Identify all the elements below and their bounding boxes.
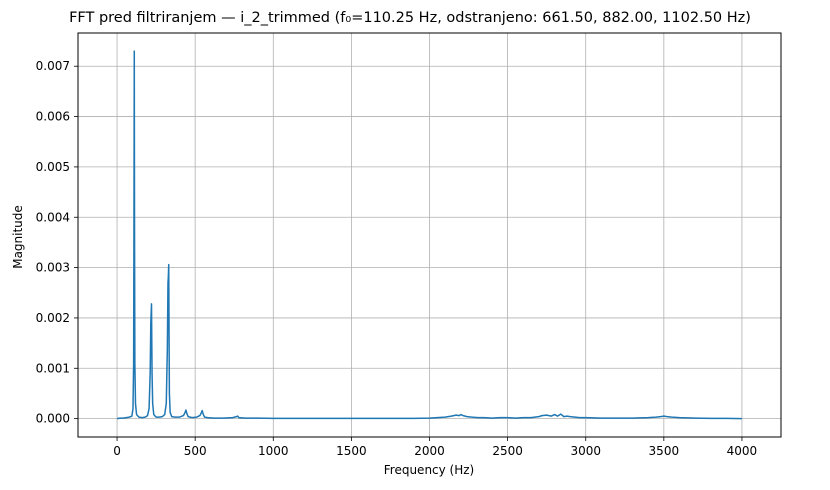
- y-tick-label: 0.007: [36, 59, 70, 73]
- y-tick-label: 0.000: [36, 412, 70, 426]
- chart-title: FFT pred filtriranjem — i_2_trimmed (f₀=…: [69, 10, 751, 26]
- y-tick-label: 0.006: [36, 110, 70, 124]
- x-axis-label: Frequency (Hz): [384, 463, 475, 477]
- y-axis-label: Magnitude: [11, 205, 25, 269]
- x-tick-label: 3000: [570, 444, 601, 458]
- x-tick-label: 0: [113, 444, 121, 458]
- y-tick-label: 0.001: [36, 361, 70, 375]
- x-axis: 0 500 1000 1500 2000 2500 3000 3500 4000: [113, 437, 757, 458]
- x-tick-label: 2000: [414, 444, 445, 458]
- x-tick-label: 500: [184, 444, 207, 458]
- plot-area: [116, 50, 742, 420]
- x-tick-label: 1500: [336, 444, 367, 458]
- y-axis: 0.000 0.001 0.002 0.003 0.004 0.005 0.006 0.007: [36, 59, 78, 426]
- x-tick-label: 4000: [727, 444, 758, 458]
- y-tick-label: 0.002: [36, 311, 70, 325]
- grid: [78, 33, 781, 437]
- y-tick-label: 0.004: [36, 210, 70, 224]
- series-line: [116, 50, 742, 420]
- x-tick-label: 2500: [492, 444, 523, 458]
- y-tick-label: 0.005: [36, 160, 70, 174]
- x-tick-label: 1000: [258, 444, 289, 458]
- y-tick-label: 0.003: [36, 261, 70, 275]
- x-tick-label: 3500: [649, 444, 680, 458]
